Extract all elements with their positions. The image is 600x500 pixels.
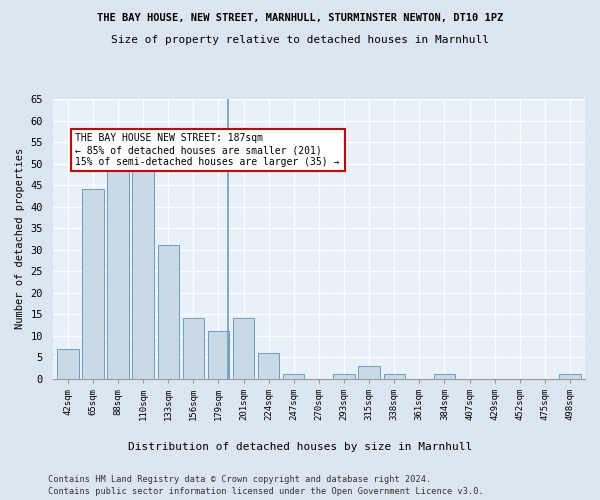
Text: Size of property relative to detached houses in Marnhull: Size of property relative to detached ho… bbox=[111, 35, 489, 45]
Bar bbox=[258, 353, 280, 378]
Bar bbox=[82, 190, 104, 378]
Bar bbox=[158, 246, 179, 378]
Bar bbox=[383, 374, 405, 378]
Text: THE BAY HOUSE, NEW STREET, MARNHULL, STURMINSTER NEWTON, DT10 1PZ: THE BAY HOUSE, NEW STREET, MARNHULL, STU… bbox=[97, 12, 503, 22]
Bar bbox=[334, 374, 355, 378]
Bar bbox=[107, 155, 129, 378]
Bar bbox=[182, 318, 204, 378]
Bar bbox=[133, 168, 154, 378]
Bar bbox=[358, 366, 380, 378]
Text: Distribution of detached houses by size in Marnhull: Distribution of detached houses by size … bbox=[128, 442, 472, 452]
Bar bbox=[57, 348, 79, 378]
Text: Contains HM Land Registry data © Crown copyright and database right 2024.: Contains HM Land Registry data © Crown c… bbox=[48, 475, 431, 484]
Y-axis label: Number of detached properties: Number of detached properties bbox=[15, 148, 25, 330]
Text: THE BAY HOUSE NEW STREET: 187sqm
← 85% of detached houses are smaller (201)
15% : THE BAY HOUSE NEW STREET: 187sqm ← 85% o… bbox=[76, 134, 340, 166]
Bar bbox=[559, 374, 581, 378]
Bar bbox=[434, 374, 455, 378]
Text: Contains public sector information licensed under the Open Government Licence v3: Contains public sector information licen… bbox=[48, 488, 484, 496]
Bar bbox=[208, 332, 229, 378]
Bar bbox=[233, 318, 254, 378]
Bar bbox=[283, 374, 304, 378]
